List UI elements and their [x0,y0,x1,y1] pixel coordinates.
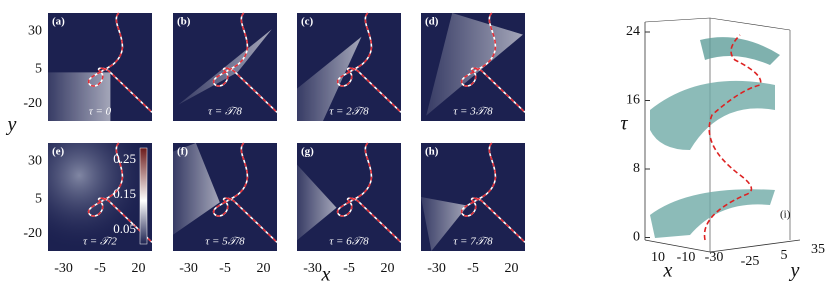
x-tick-label-3d: 10 [651,250,665,265]
trajectory [89,13,152,112]
box-line [644,239,711,253]
x-tick-label: -30 [179,261,198,276]
panel-label: (b) [177,16,191,28]
tau-label: τ = 7𝒯/8 [453,236,493,248]
light-beam [297,164,337,241]
tau-tick-label: 24 [626,24,640,39]
panel-label: (f) [177,146,188,158]
x-tick-label: -5 [219,261,231,276]
colorbar [139,147,148,245]
y-tick-label-3d: 35 [811,242,825,257]
x-tick-label: 20 [504,261,518,276]
x-tick-label: -30 [54,261,73,276]
x-tick-label: -5 [94,261,106,276]
tau-label: τ = 6𝒯/8 [329,236,369,248]
y-tick-label: -20 [23,96,42,111]
y-axis-label-3d: y [789,260,800,282]
tau-label: τ = 5𝒯/8 [205,236,245,248]
y-tick-label: 5 [35,191,42,206]
box-line [709,239,801,253]
x-tick-label: -5 [467,261,479,276]
trajectory [338,13,401,112]
panel-label: (h) [425,146,439,158]
colorbar-tick-label: 0.25 [113,151,136,166]
x-tick-label: -5 [343,261,355,276]
density-blob [650,189,775,238]
heatmap-panel: (c) τ = 2𝒯/8 [297,13,401,121]
tau-tick-label: 8 [633,161,640,176]
trajectory [338,143,401,242]
panel-label: (i) [780,209,791,221]
trajectory [214,143,277,242]
x-axis-label: x [321,264,331,286]
trajectory [462,13,525,112]
panel-label: (d) [425,16,439,28]
light-beam [178,29,272,105]
light-beam [421,197,468,251]
colorbar-tick-label: 0.05 [113,221,136,236]
tau-label: τ = 2𝒯/8 [329,106,369,118]
tau-label: τ = 3𝒯/8 [453,106,493,118]
x-tick-label-3d: -10 [677,250,696,265]
tau-label: τ = 𝒯/2 [83,236,117,248]
heatmap-panel: (f) τ = 5𝒯/8 [173,143,277,251]
x-tick-label: 20 [256,261,270,276]
heatmap-panel: (d) τ = 3𝒯/8 [421,13,525,121]
heatmap-panel: (a) τ = 0 [48,13,152,121]
y-tick-label: 30 [28,154,42,169]
panel-label: (c) [301,16,314,28]
y-tick-label-3d: 5 [781,248,788,263]
light-beam [297,36,362,122]
x-tick-label: -30 [303,261,322,276]
y-tick-label: 30 [28,24,42,39]
tau-label: τ = 0 [89,106,112,118]
light-beam [426,13,523,116]
x-tick-label: 20 [131,261,145,276]
trajectory [214,13,277,112]
x-axis-label-3d: x [663,260,673,282]
y-tick-label-3d: -25 [741,254,760,269]
x-tick-label: 20 [380,261,394,276]
density-blob [48,143,152,251]
panel-label: (g) [301,146,314,158]
trajectory [89,143,152,242]
panel-label: (a) [52,16,65,28]
trajectory [462,143,525,242]
heatmap-panel: (e) τ = 𝒯/2 [48,143,152,251]
trajectory [703,34,762,241]
light-beam [173,143,220,235]
tau-label: τ = 𝒯/8 [208,106,242,118]
x-tick-label: -30 [427,261,446,276]
tau-tick-label: 0 [633,230,640,245]
heatmap-panel: (b) τ = 𝒯/8 [173,13,277,121]
y-tick-label: -20 [23,226,42,241]
panel-3d: τ (i) x y 24 16 8 0 10 -10 -30 -25 5 35 [620,17,825,282]
heatmap-panel: (g) τ = 6𝒯/8 [297,143,401,251]
tau-axis-label: τ [620,113,628,135]
y-axis-label: y [6,114,17,136]
tau-tick-label: 16 [626,93,640,108]
light-beam [48,72,111,121]
heatmap-panel: (h) τ = 7𝒯/8 [421,143,525,251]
box-line [709,17,791,31]
colorbar-tick-label: 0.15 [113,186,136,201]
panel-label: (e) [52,146,65,158]
y-tick-label: 5 [35,61,42,76]
x-tick-label-3d: -30 [705,250,724,265]
box-line [644,17,711,23]
density-blob [700,37,780,65]
